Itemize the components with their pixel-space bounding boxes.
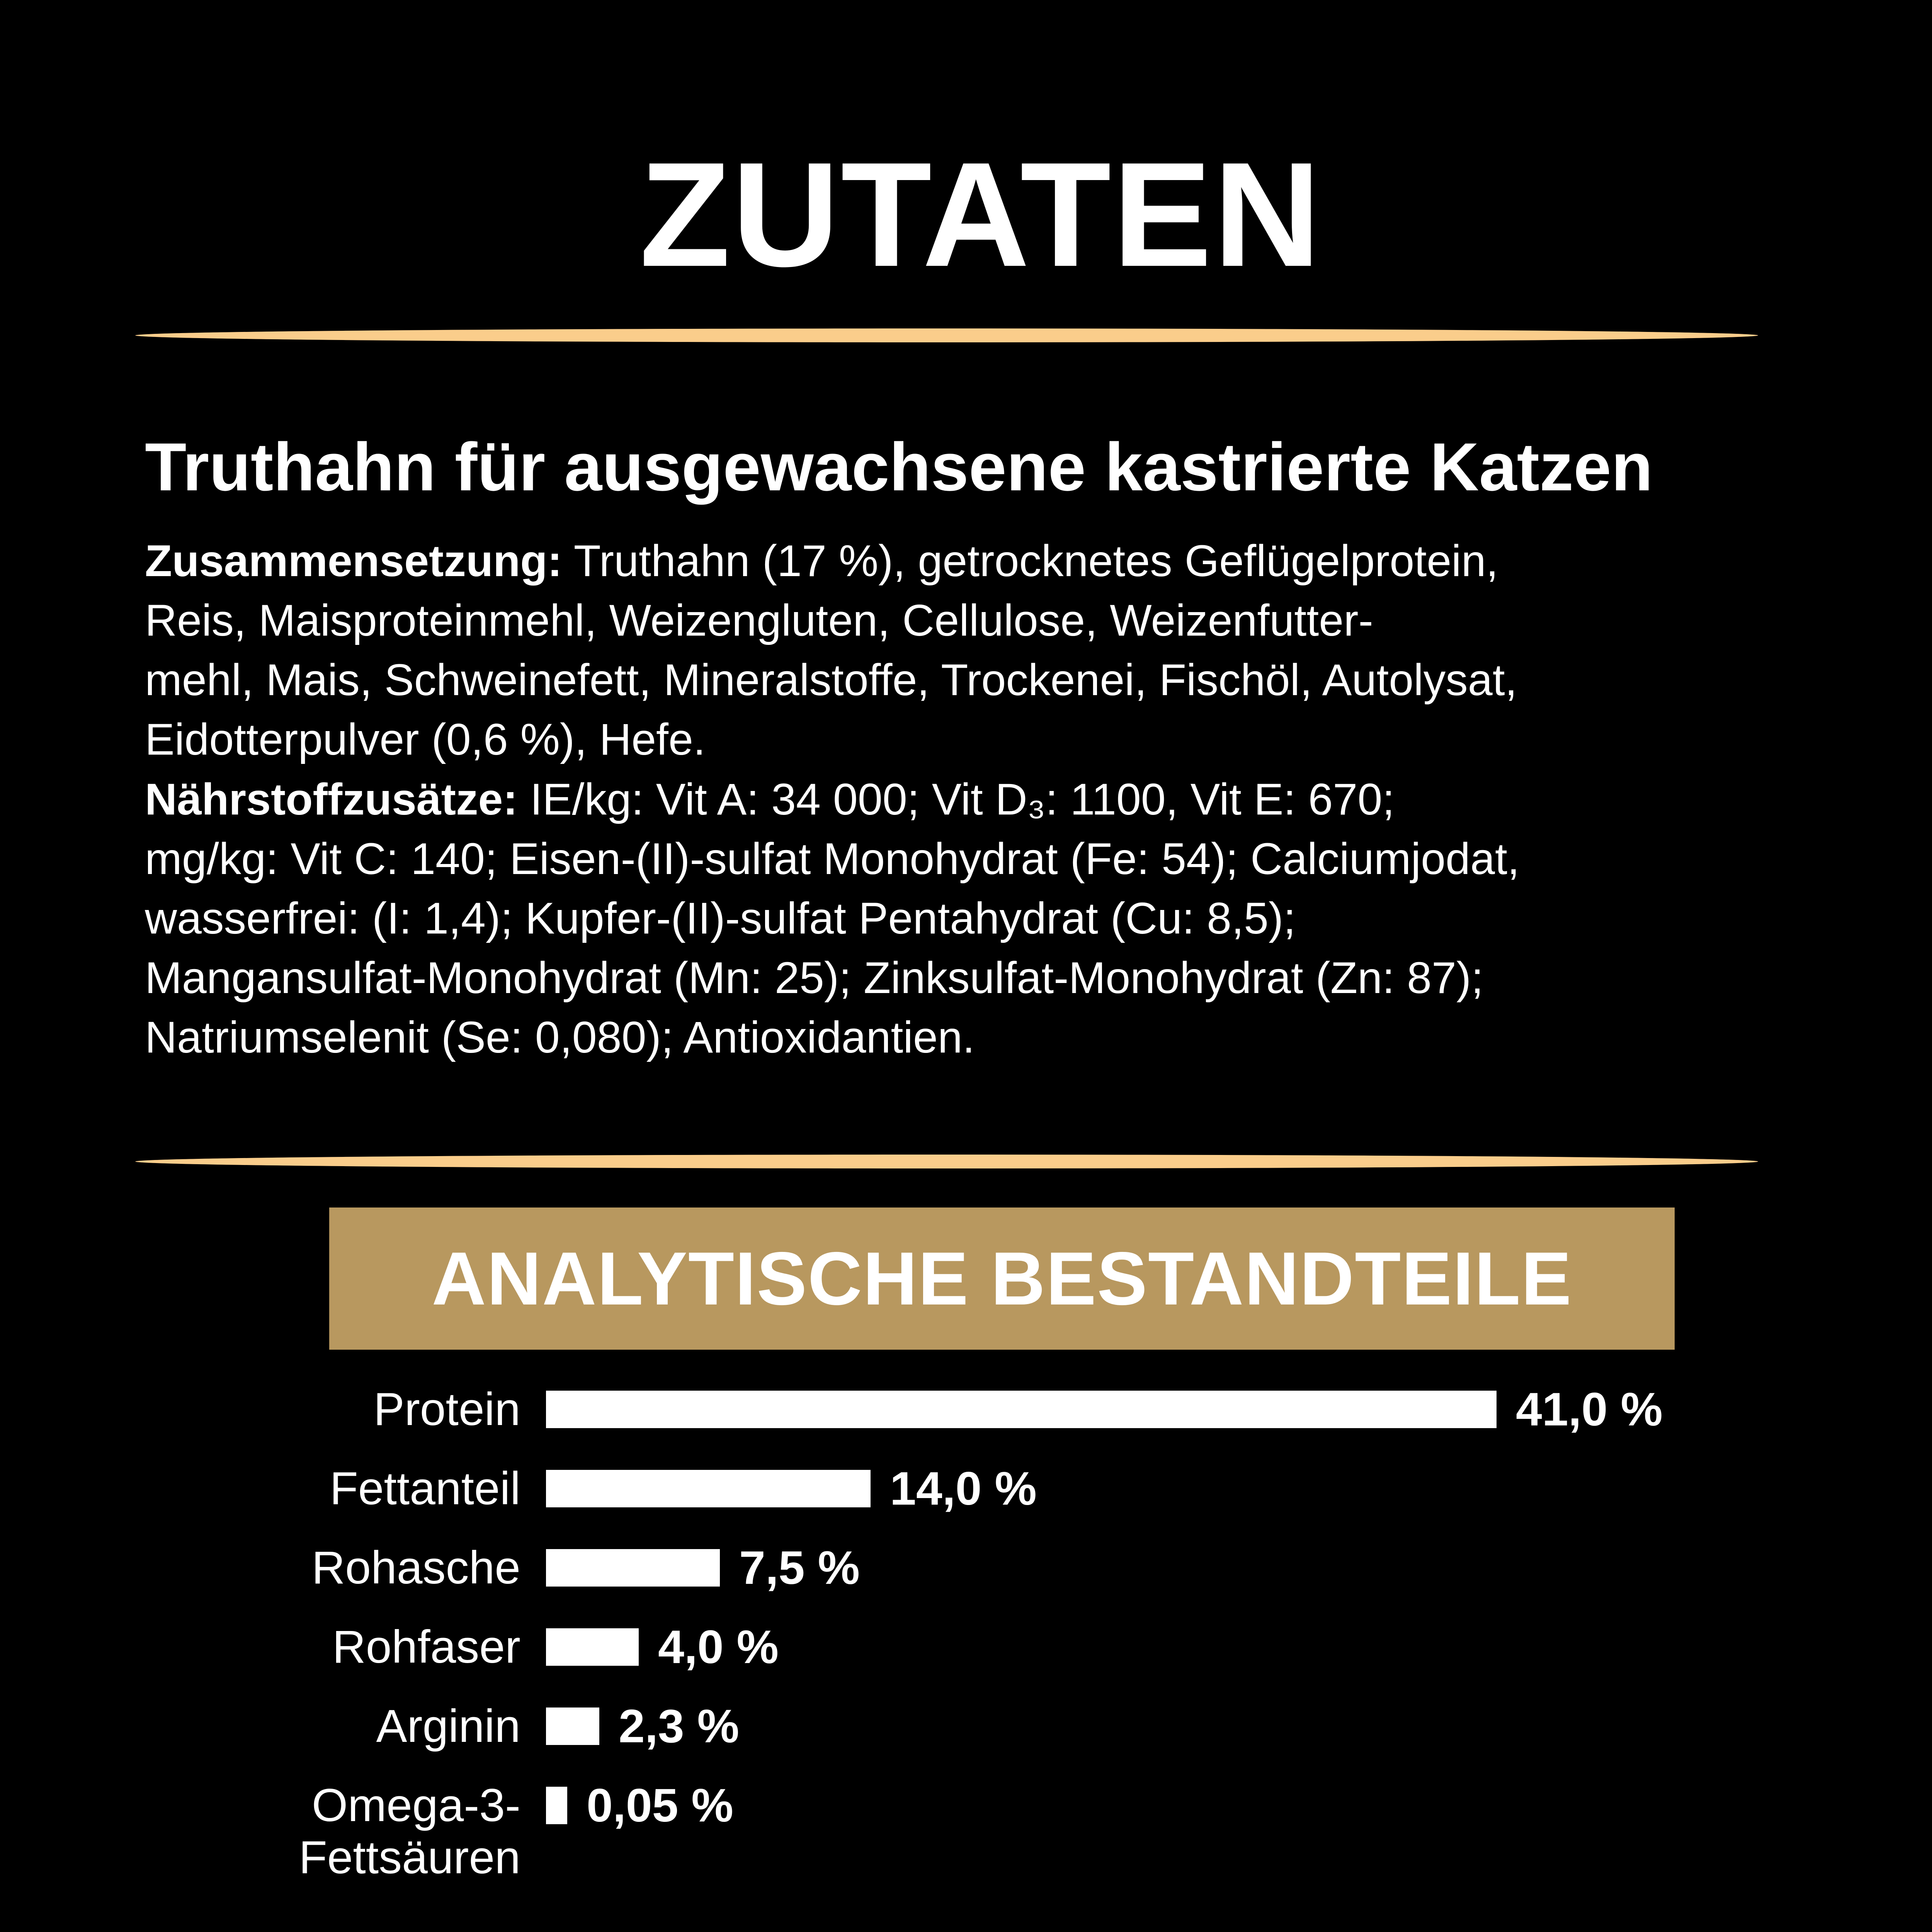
chart-row-arginin: Arginin 2,3 % bbox=[0, 1700, 1932, 1752]
composition-line: mehl, Mais, Schweinefett, Mineralstoffe,… bbox=[145, 650, 1806, 710]
chart-row-fettanteil: Fettanteil 14,0 % bbox=[0, 1462, 1932, 1515]
composition-line-text: Reis, Maisproteinmehl, Weizengluten, Cel… bbox=[145, 596, 1373, 645]
additives-line: Nährstoffzusätze: IE/kg: Vit A: 34 000; … bbox=[145, 770, 1806, 829]
composition-line-text: Eidotterpulver (0,6 %), Hefe. bbox=[145, 715, 706, 764]
row-label: Protein bbox=[373, 1383, 520, 1435]
additives-line-text: wasserfrei: (I: 1,4); Kupfer-(II)-sulfat… bbox=[145, 894, 1296, 943]
bar-arginin bbox=[546, 1707, 599, 1745]
additives-line: Mangansulfat-Monohydrat (Mn: 25); Zinksu… bbox=[145, 948, 1806, 1008]
additives-line: wasserfrei: (I: 1,4); Kupfer-(II)-sulfat… bbox=[145, 889, 1806, 948]
row-value: 0,05 % bbox=[587, 1779, 733, 1832]
bar-omega3 bbox=[546, 1786, 567, 1824]
additives-line-text: mg/kg: Vit C: 140; Eisen-(II)-sulfat Mon… bbox=[145, 834, 1520, 884]
composition-paragraph: Zusammensetzung: Truthahn (17 %), getroc… bbox=[145, 531, 1806, 769]
composition-line: Zusammensetzung: Truthahn (17 %), getroc… bbox=[145, 531, 1806, 591]
row-value: 2,3 % bbox=[619, 1700, 739, 1752]
additives-line-text: Mangansulfat-Monohydrat (Mn: 25); Zinksu… bbox=[145, 953, 1484, 1003]
composition-lead-label: Zusammensetzung: bbox=[145, 536, 562, 586]
additives-line: mg/kg: Vit C: 140; Eisen-(II)-sulfat Mon… bbox=[145, 829, 1806, 889]
analytical-constituents-banner: ANALYTISCHE BESTANDTEILE bbox=[329, 1208, 1675, 1350]
bar-rohfaser bbox=[546, 1628, 639, 1666]
composition-line-text: mehl, Mais, Schweinefett, Mineralstoffe,… bbox=[145, 655, 1517, 705]
page-title: ZUTATEN bbox=[639, 131, 1323, 298]
chart-row-protein: Protein 41,0 % bbox=[0, 1383, 1932, 1435]
additives-lead-label: Nährstoffzusätze: bbox=[145, 775, 518, 824]
chart-row-rohasche: Rohasche 7,5 % bbox=[0, 1541, 1932, 1594]
additives-line-text: IE/kg: Vit A: 34 000; Vit D₃: 1100, Vit … bbox=[517, 775, 1395, 824]
row-value: 14,0 % bbox=[890, 1462, 1037, 1515]
composition-line: Reis, Maisproteinmehl, Weizengluten, Cel… bbox=[145, 591, 1806, 650]
row-label: Fettanteil bbox=[330, 1462, 520, 1514]
additives-paragraph: Nährstoffzusätze: IE/kg: Vit A: 34 000; … bbox=[145, 770, 1806, 1067]
row-label: Omega-3- Fettsäuren bbox=[299, 1779, 520, 1883]
composition-line-text: Truthahn (17 %), getrocknetes Geflügelpr… bbox=[562, 536, 1498, 586]
row-label: Arginin bbox=[376, 1700, 520, 1752]
gold-divider-bottom bbox=[135, 1155, 1758, 1168]
composition-line: Eidotterpulver (0,6 %), Hefe. bbox=[145, 710, 1806, 769]
chart-row-rohfaser: Rohfaser 4,0 % bbox=[0, 1621, 1932, 1673]
additives-line: Natriumselenit (Se: 0,080); Antioxidanti… bbox=[145, 1008, 1806, 1067]
additives-line-text: Natriumselenit (Se: 0,080); Antioxidanti… bbox=[145, 1013, 975, 1062]
analytical-constituents-chart: Protein 41,0 % Fettanteil 14,0 % Rohasch… bbox=[0, 1383, 1932, 1883]
chart-row-omega3: Omega-3- Fettsäuren 0,05 % bbox=[0, 1779, 1932, 1883]
row-value: 7,5 % bbox=[739, 1541, 860, 1594]
bar-protein bbox=[546, 1390, 1497, 1428]
product-variant-heading: Truthahn für ausgewachsene kastrierte Ka… bbox=[145, 429, 1653, 505]
row-label: Rohfaser bbox=[332, 1621, 520, 1673]
gold-divider-top bbox=[135, 328, 1758, 342]
row-label: Rohasche bbox=[311, 1541, 520, 1594]
bar-rohasche bbox=[546, 1549, 720, 1587]
row-value: 4,0 % bbox=[658, 1621, 779, 1673]
banner-title: ANALYTISCHE BESTANDTEILE bbox=[432, 1236, 1572, 1321]
bar-fettanteil bbox=[546, 1469, 871, 1507]
row-value: 41,0 % bbox=[1516, 1383, 1663, 1435]
